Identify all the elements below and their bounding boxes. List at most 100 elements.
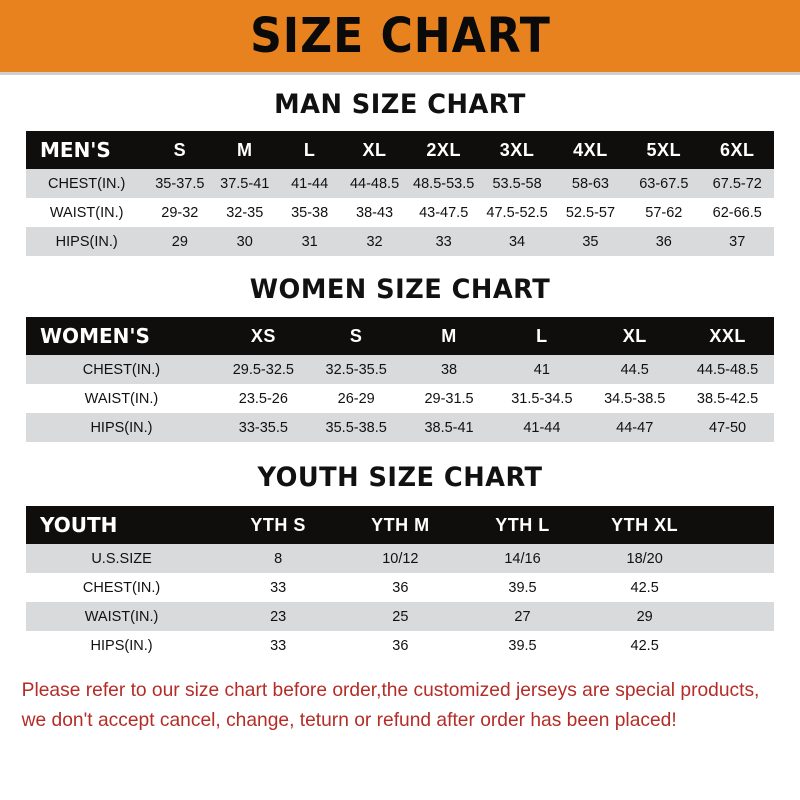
women-waist-s: 26-29 bbox=[309, 384, 403, 413]
man-row-label-hips: HIPS(IN.) bbox=[26, 227, 148, 256]
table-row: CHEST(IN.) 33 36 39.5 42.5 bbox=[26, 573, 774, 602]
youth-us-size-xl: 18/20 bbox=[583, 544, 706, 573]
table-row: CHEST(IN.) 29.5-32.5 32.5-35.5 38 41 44.… bbox=[26, 355, 774, 384]
man-hips-2xl: 33 bbox=[407, 227, 481, 256]
women-chest-xl: 44.5 bbox=[588, 355, 682, 384]
footer-disclaimer-line-2: we don't accept cancel, change, teturn o… bbox=[21, 708, 677, 731]
man-waist-l: 35-38 bbox=[277, 198, 343, 227]
youth-chest-s: 33 bbox=[217, 573, 340, 602]
youth-row-label-chest: CHEST(IN.) bbox=[26, 573, 218, 602]
youth-header-label: YOUTH bbox=[26, 506, 218, 544]
youth-us-size-m: 10/12 bbox=[339, 544, 462, 573]
youth-hips-m: 36 bbox=[339, 631, 462, 660]
youth-row-label-hips: HIPS(IN.) bbox=[26, 631, 218, 660]
man-waist-5xl: 57-62 bbox=[627, 198, 701, 227]
youth-size-xl: YTH XL bbox=[583, 506, 706, 544]
man-chest-3xl: 53.5-58 bbox=[480, 169, 554, 198]
women-size-m: M bbox=[402, 317, 496, 355]
women-chest-xs: 29.5-32.5 bbox=[216, 355, 310, 384]
man-size-3xl: 3XL bbox=[480, 131, 554, 169]
man-chest-l: 41-44 bbox=[277, 169, 343, 198]
women-chest-xxl: 44.5-48.5 bbox=[681, 355, 774, 384]
women-row-label-hips: HIPS(IN.) bbox=[26, 413, 217, 442]
youth-row-spacer bbox=[705, 602, 774, 631]
youth-header-spacer bbox=[705, 506, 774, 544]
women-header-label: WOMEN'S bbox=[26, 317, 217, 355]
footer-disclaimer: Please refer to our size chart before or… bbox=[0, 676, 788, 735]
man-header-label: MEN'S bbox=[26, 131, 148, 169]
table-row: WAIST(IN.) 23.5-26 26-29 29-31.5 31.5-34… bbox=[26, 384, 774, 413]
man-hips-4xl: 35 bbox=[553, 227, 628, 256]
man-hips-l: 31 bbox=[277, 227, 343, 256]
women-chest-l: 41 bbox=[495, 355, 589, 384]
women-chest-m: 38 bbox=[402, 355, 496, 384]
women-section-title: WOMEN SIZE CHART bbox=[249, 274, 551, 305]
women-hips-xs: 33-35.5 bbox=[216, 413, 310, 442]
youth-waist-s: 23 bbox=[217, 602, 340, 631]
table-row: WAIST(IN.) 23 25 27 29 bbox=[26, 602, 774, 631]
man-row-label-chest: CHEST(IN.) bbox=[26, 169, 148, 198]
women-waist-xxl: 38.5-42.5 bbox=[681, 384, 774, 413]
youth-hips-l: 39.5 bbox=[461, 631, 584, 660]
man-size-table: MEN'S S M L XL 2XL 3XL 4XL 5XL 6XL CHEST… bbox=[26, 131, 774, 256]
man-chest-s: 35-37.5 bbox=[147, 169, 213, 198]
women-row-label-chest: CHEST(IN.) bbox=[26, 355, 217, 384]
man-hips-xl: 32 bbox=[342, 227, 407, 256]
man-size-2xl: 2XL bbox=[407, 131, 481, 169]
youth-waist-xl: 29 bbox=[583, 602, 706, 631]
youth-chest-l: 39.5 bbox=[461, 573, 584, 602]
women-chest-s: 32.5-35.5 bbox=[309, 355, 403, 384]
banner-divider bbox=[0, 72, 800, 75]
page-title: SIZE CHART bbox=[249, 8, 551, 64]
page-banner: SIZE CHART bbox=[0, 0, 800, 72]
man-size-4xl: 4XL bbox=[553, 131, 628, 169]
women-hips-xxl: 47-50 bbox=[681, 413, 774, 442]
youth-section-title: YOUTH SIZE CHART bbox=[257, 462, 543, 493]
man-hips-3xl: 34 bbox=[480, 227, 554, 256]
man-hips-5xl: 36 bbox=[627, 227, 701, 256]
man-size-6xl: 6XL bbox=[700, 131, 774, 169]
man-hips-6xl: 37 bbox=[700, 227, 774, 256]
women-hips-xl: 44-47 bbox=[588, 413, 682, 442]
women-size-xxl: XXL bbox=[681, 317, 774, 355]
man-chest-4xl: 58-63 bbox=[553, 169, 628, 198]
youth-row-label-waist: WAIST(IN.) bbox=[26, 602, 218, 631]
women-size-s: S bbox=[309, 317, 403, 355]
man-table-wrapper: MEN'S S M L XL 2XL 3XL 4XL 5XL 6XL CHEST… bbox=[0, 131, 800, 256]
youth-waist-l: 27 bbox=[461, 602, 584, 631]
women-waist-m: 29-31.5 bbox=[402, 384, 496, 413]
youth-row-label-us-size: U.S.SIZE bbox=[26, 544, 218, 573]
man-size-m: M bbox=[212, 131, 278, 169]
women-waist-xs: 23.5-26 bbox=[216, 384, 310, 413]
youth-row-spacer bbox=[705, 544, 774, 573]
man-size-5xl: 5XL bbox=[627, 131, 701, 169]
youth-us-size-s: 8 bbox=[217, 544, 340, 573]
youth-waist-m: 25 bbox=[339, 602, 462, 631]
women-waist-xl: 34.5-38.5 bbox=[588, 384, 682, 413]
women-size-xs: XS bbox=[216, 317, 310, 355]
women-row-label-waist: WAIST(IN.) bbox=[26, 384, 217, 413]
women-table-wrapper: WOMEN'S XS S M L XL XXL CHEST(IN.) 29.5-… bbox=[0, 317, 800, 442]
man-size-xl: XL bbox=[342, 131, 407, 169]
man-hips-s: 29 bbox=[147, 227, 213, 256]
table-row: CHEST(IN.) 35-37.5 37.5-41 41-44 44-48.5… bbox=[26, 169, 774, 198]
man-chest-5xl: 63-67.5 bbox=[627, 169, 701, 198]
man-chest-2xl: 48.5-53.5 bbox=[407, 169, 481, 198]
youth-hips-xl: 42.5 bbox=[583, 631, 706, 660]
man-waist-xl: 38-43 bbox=[342, 198, 407, 227]
women-waist-l: 31.5-34.5 bbox=[495, 384, 589, 413]
women-hips-s: 35.5-38.5 bbox=[309, 413, 403, 442]
man-waist-3xl: 47.5-52.5 bbox=[480, 198, 554, 227]
women-hips-l: 41-44 bbox=[495, 413, 589, 442]
youth-chest-xl: 42.5 bbox=[583, 573, 706, 602]
man-waist-m: 32-35 bbox=[212, 198, 278, 227]
youth-size-l: YTH L bbox=[461, 506, 584, 544]
man-size-l: L bbox=[277, 131, 343, 169]
footer-disclaimer-line-1: Please refer to our size chart before or… bbox=[21, 679, 760, 701]
women-hips-m: 38.5-41 bbox=[402, 413, 496, 442]
women-size-table: WOMEN'S XS S M L XL XXL CHEST(IN.) 29.5-… bbox=[26, 317, 774, 442]
man-section-title: MAN SIZE CHART bbox=[274, 89, 526, 120]
table-row: HIPS(IN.) 29 30 31 32 33 34 35 36 37 bbox=[26, 227, 774, 256]
man-waist-4xl: 52.5-57 bbox=[553, 198, 628, 227]
women-size-xl: XL bbox=[588, 317, 682, 355]
